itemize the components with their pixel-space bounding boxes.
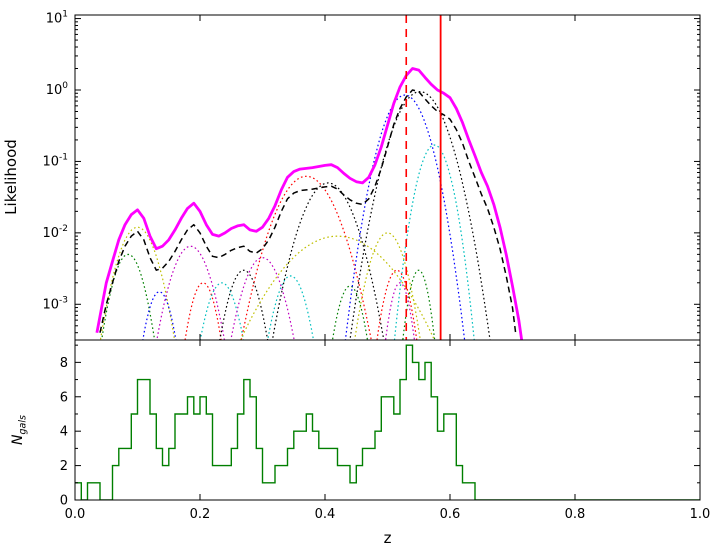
component-curve-7 [219,269,269,340]
ytick-label-ngals: 2 [60,459,68,474]
y-axis-label-likelihood: Likelihood [2,139,20,215]
component-curve-9 [267,275,315,340]
ytick-label-ngals: 6 [60,390,68,405]
ytick-label-log: 101 [46,10,68,27]
component-curve-16 [393,144,475,340]
ytick-label-ngals: 4 [60,425,68,440]
component-curve-6 [199,282,245,340]
ytick-label-ngals: 0 [60,494,68,509]
ytick-label-ngals: 8 [60,356,68,371]
xtick-label: 0.4 [315,507,336,522]
component-curve-10 [240,175,372,340]
ytick-label-log: 10-1 [42,152,68,169]
ytick-label-log: 10-2 [42,224,68,241]
xtick-label: 0.0 [65,507,86,522]
bottom-panel-frame [74,339,701,501]
xtick-label: 0.2 [190,507,211,522]
top-panel-curves [95,67,524,340]
xtick-label: 0.6 [440,507,461,522]
component-curve-20 [384,282,416,340]
xtick-label: 0.8 [565,507,586,522]
y-axis-label-ngals: Ngals [10,415,29,445]
bottom-panel-curves [75,344,700,500]
component-curve-19 [402,269,436,340]
component-curve-15 [349,90,491,340]
ytick-label-log: 10-3 [42,295,68,312]
x-axis-label: z [384,529,392,547]
component-curve-14 [344,94,466,340]
xtick-label: 1.0 [690,507,711,522]
total-likelihood-curve [95,67,524,340]
component-curve-11 [271,182,385,340]
combined-dashed-curve [99,89,517,333]
ytick-label-log: 100 [46,81,69,98]
n-galaxies-histogram [75,344,700,500]
